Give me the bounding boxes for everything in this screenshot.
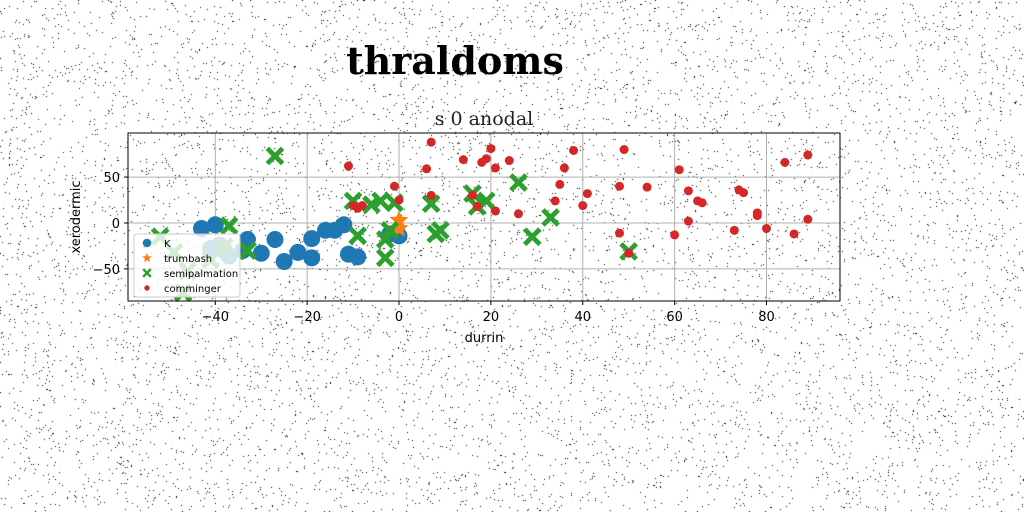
- point-comminger: [569, 145, 579, 155]
- axis-ticks: −40 −20 0 20 40 60 80 −50 0 50: [93, 171, 775, 325]
- point-comminger: [752, 211, 762, 221]
- point-comminger: [683, 216, 693, 226]
- x-tick-label: 80: [758, 310, 775, 325]
- legend-box: [133, 233, 241, 298]
- x-tick-label: 0: [395, 310, 403, 325]
- point-semipalmation: [421, 194, 441, 213]
- point-k: [349, 248, 367, 266]
- point-k: [289, 243, 307, 261]
- legend-marker: [142, 268, 152, 278]
- point-comminger: [426, 137, 436, 147]
- point-comminger: [426, 190, 436, 200]
- point-comminger: [780, 157, 790, 167]
- point-comminger: [582, 189, 592, 199]
- point-comminger: [481, 154, 491, 164]
- point-comminger: [389, 181, 399, 191]
- plot-frame: [127, 132, 841, 302]
- point-semipalmation: [265, 146, 285, 166]
- point-semipalmation: [509, 173, 528, 192]
- point-k: [252, 244, 270, 262]
- legend-marker: [142, 238, 152, 248]
- point-k: [303, 249, 321, 267]
- x-tick-label: −20: [293, 310, 320, 325]
- point-comminger: [513, 209, 523, 219]
- point-semipalmation: [380, 221, 400, 240]
- legend-marker: [142, 253, 152, 262]
- x-tick-label: 60: [666, 310, 683, 325]
- point-comminger: [422, 164, 432, 174]
- point-semipalmation: [238, 241, 257, 260]
- point-k: [266, 230, 284, 248]
- legend-label: semipalmation: [164, 269, 238, 280]
- point-comminger: [615, 181, 625, 191]
- x-axis-label: durrin: [465, 331, 504, 346]
- point-comminger: [697, 198, 707, 208]
- legend-label: trumbash: [164, 254, 212, 265]
- point-comminger: [683, 186, 693, 196]
- point-k: [275, 253, 293, 271]
- point-comminger: [624, 248, 634, 258]
- data-points: [150, 137, 813, 303]
- point-comminger: [670, 230, 680, 240]
- point-comminger: [739, 188, 749, 198]
- point-comminger: [578, 201, 588, 211]
- point-k: [335, 216, 353, 234]
- y-tick-label: 0: [112, 217, 120, 232]
- point-comminger: [394, 195, 404, 205]
- y-tick-label: 50: [103, 171, 120, 186]
- point-comminger: [490, 163, 500, 173]
- point-semipalmation: [375, 248, 395, 268]
- point-comminger: [555, 179, 565, 189]
- point-comminger: [642, 182, 652, 192]
- point-comminger: [803, 150, 813, 160]
- y-axis-label: xerodermic: [69, 180, 84, 253]
- legend-marker: [144, 285, 150, 291]
- point-semipalmation: [348, 226, 367, 246]
- point-comminger: [343, 161, 353, 171]
- point-comminger: [458, 155, 468, 165]
- point-k: [192, 219, 210, 237]
- point-comminger: [559, 163, 569, 173]
- point-comminger: [486, 144, 496, 154]
- legend-label: comminger: [164, 284, 222, 295]
- point-semipalmation: [375, 230, 395, 249]
- point-semipalmation: [431, 221, 450, 240]
- point-comminger: [615, 228, 625, 238]
- point-k: [303, 230, 321, 248]
- x-tick-label: −40: [202, 310, 229, 325]
- point-comminger: [762, 223, 772, 233]
- point-semipalmation: [476, 191, 496, 211]
- point-comminger: [550, 196, 560, 206]
- point-comminger: [619, 145, 629, 155]
- point-semipalmation: [219, 216, 239, 236]
- x-tick-label: 40: [574, 310, 591, 325]
- point-comminger: [472, 201, 482, 211]
- point-semipalmation: [371, 191, 390, 211]
- point-comminger: [357, 201, 367, 211]
- legend-label: K: [164, 239, 171, 250]
- chart-title: s 0 anodal: [435, 108, 534, 130]
- y-tick-label: −50: [93, 263, 120, 278]
- point-comminger: [504, 156, 514, 166]
- point-comminger: [803, 214, 813, 224]
- point-comminger: [674, 165, 684, 175]
- x-tick-label: 20: [483, 310, 500, 325]
- figure-suptitle: thraldoms: [346, 38, 564, 83]
- point-semipalmation: [522, 227, 542, 247]
- grid-lines: [128, 133, 840, 301]
- point-k: [206, 216, 224, 234]
- point-comminger: [729, 225, 739, 235]
- point-semipalmation: [541, 208, 560, 227]
- point-semipalmation: [362, 195, 381, 214]
- point-comminger: [468, 190, 478, 200]
- point-comminger: [789, 229, 799, 239]
- point-comminger: [490, 206, 500, 216]
